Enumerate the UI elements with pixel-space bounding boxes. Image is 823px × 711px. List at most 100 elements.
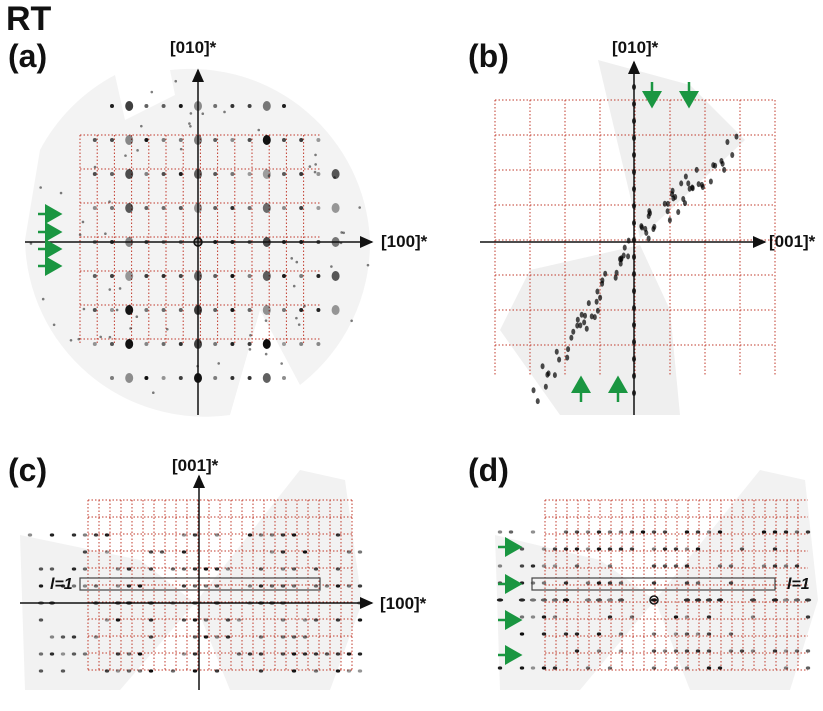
diffraction-spot <box>651 666 657 670</box>
diffraction-spot <box>140 124 143 128</box>
diffraction-spot <box>552 547 558 551</box>
diffraction-spot <box>280 584 286 588</box>
diffraction-spot <box>316 274 321 278</box>
diffraction-spot <box>264 319 268 322</box>
diffraction-spot <box>110 308 114 312</box>
diffraction-spot <box>686 180 691 187</box>
diffraction-spot <box>772 649 778 653</box>
diffraction-spot <box>108 335 112 339</box>
diffraction-spot <box>313 669 319 673</box>
diffraction-spot <box>350 319 353 323</box>
diffraction-spot <box>662 649 668 653</box>
diffraction-spot <box>104 533 110 537</box>
diffraction-spot <box>110 104 114 108</box>
diffraction-spot <box>618 581 624 585</box>
diffraction-spot <box>179 147 183 151</box>
diffraction-spot <box>626 237 631 244</box>
diffraction-spot <box>137 669 143 673</box>
diffraction-spot <box>230 342 235 346</box>
diffraction-spot <box>201 112 205 116</box>
diffraction-spot <box>214 635 220 639</box>
diffraction-spot <box>302 618 308 622</box>
diffraction-spot <box>739 649 745 653</box>
diffraction-spot <box>324 584 330 588</box>
diffraction-spot <box>125 305 134 315</box>
diffraction-spot <box>92 342 97 346</box>
diffraction-spot <box>316 172 321 176</box>
diffraction-spot <box>629 615 635 619</box>
diffraction-spot <box>497 564 503 568</box>
panel-d-label: (d) <box>468 452 509 488</box>
diffraction-spot <box>60 669 66 673</box>
diffraction-spot <box>38 652 44 656</box>
diffraction-spot <box>161 104 166 108</box>
diffraction-spot <box>681 196 686 203</box>
diffraction-spot <box>575 322 580 329</box>
diffraction-spot <box>673 547 679 551</box>
diffraction-spot <box>144 342 149 346</box>
diffraction-spot <box>357 618 363 622</box>
diffraction-spot <box>214 669 220 673</box>
diffraction-spot <box>346 584 352 588</box>
diffraction-spot <box>335 652 341 656</box>
diffraction-spot <box>247 533 253 537</box>
diffraction-spot <box>574 632 580 636</box>
diffraction-spot <box>562 598 570 602</box>
diffraction-spot <box>651 649 657 653</box>
diffraction-spot <box>247 138 252 142</box>
diffraction-spot <box>346 652 352 656</box>
diffraction-spot <box>684 547 690 551</box>
diffraction-spot <box>230 206 235 210</box>
diffraction-spot <box>346 550 352 554</box>
diffraction-spot <box>673 666 679 670</box>
diffraction-spot <box>144 138 149 142</box>
diffraction-spot <box>217 362 221 365</box>
diffraction-spot <box>589 313 594 320</box>
diffraction-spot <box>78 233 82 237</box>
diffraction-spot <box>170 669 176 673</box>
diffraction-spot <box>717 530 723 534</box>
diffraction-spot <box>125 373 134 383</box>
diffraction-spot <box>594 298 599 305</box>
diffraction-spot <box>170 567 176 571</box>
diffraction-spot <box>783 666 789 670</box>
diffraction-spot <box>734 133 739 140</box>
diffraction-spot <box>316 138 321 142</box>
diffraction-spot <box>230 308 235 312</box>
diffraction-spot <box>673 193 678 200</box>
diffraction-spot <box>247 308 252 312</box>
diffraction-spot <box>708 178 713 185</box>
diffraction-spot <box>262 305 271 315</box>
diffraction-spot <box>687 185 692 192</box>
diffraction-spot <box>618 632 624 636</box>
diffraction-spot <box>189 124 192 128</box>
diffraction-spot <box>82 533 88 537</box>
diffraction-spot <box>99 335 103 339</box>
diffraction-spot <box>214 533 220 537</box>
diffraction-spot <box>728 632 734 636</box>
diffraction-spot <box>673 615 679 619</box>
diffraction-spot <box>667 217 672 224</box>
diffraction-spot <box>38 669 44 673</box>
diffraction-spot <box>684 564 690 568</box>
diffraction-spot <box>313 170 317 174</box>
diffraction-spot <box>299 172 304 176</box>
diffraction-spot <box>584 325 589 332</box>
diffraction-spot <box>607 530 613 534</box>
diffraction-spot <box>772 564 778 568</box>
diffraction-spot <box>247 652 253 656</box>
diffraction-spot <box>607 615 613 619</box>
diffraction-spot <box>247 172 252 176</box>
diffraction-spot <box>357 652 363 656</box>
diffraction-spot <box>71 635 77 639</box>
diffraction-spot <box>137 584 143 588</box>
diffraction-spot <box>115 669 121 673</box>
diffraction-spot <box>694 598 702 602</box>
diffraction-spot <box>247 104 252 108</box>
diffraction-spot <box>71 567 77 571</box>
diffraction-spot <box>569 334 574 341</box>
diffraction-spot <box>71 533 77 537</box>
diffraction-spot <box>247 342 252 346</box>
diffraction-spot <box>178 308 183 312</box>
diffraction-spot <box>247 206 252 210</box>
